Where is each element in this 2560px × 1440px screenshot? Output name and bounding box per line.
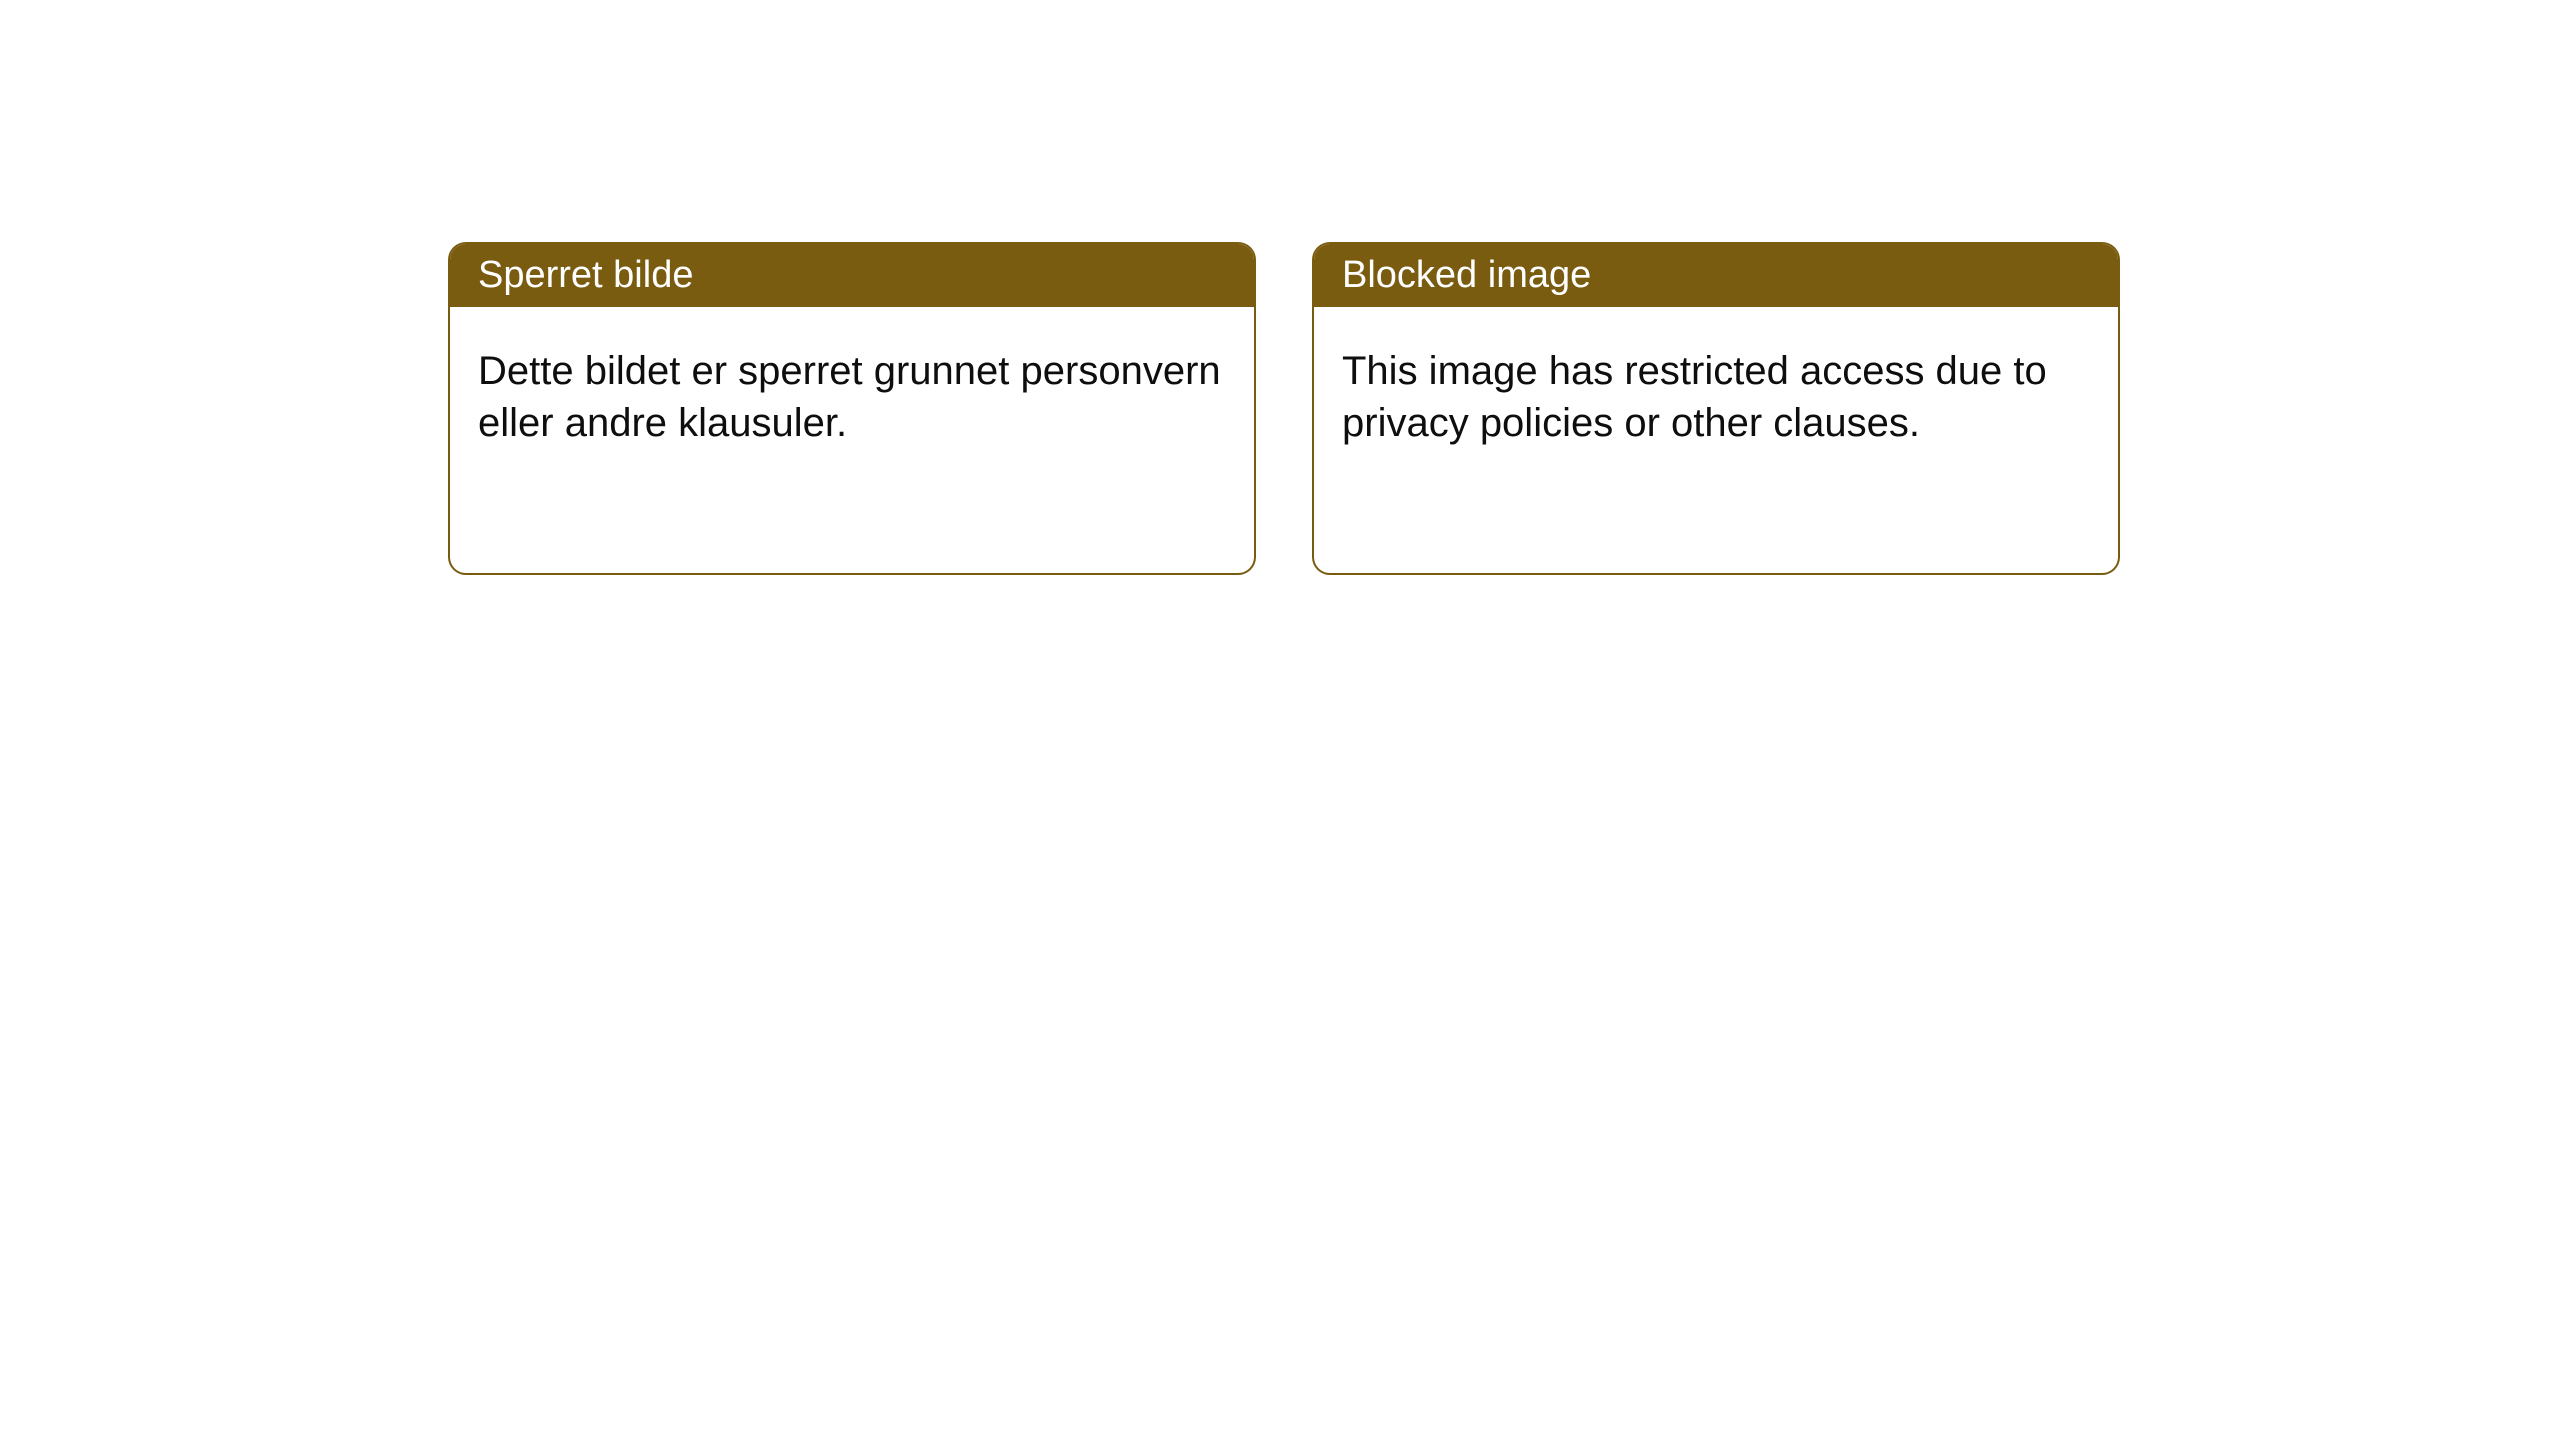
panel-norwegian-title: Sperret bilde [478,254,693,296]
panel-english-header: Blocked image [1314,244,2118,307]
panel-norwegian-text: Dette bildet er sperret grunnet personve… [478,349,1221,445]
panel-english: Blocked image This image has restricted … [1312,242,2120,575]
panel-english-body: This image has restricted access due to … [1314,307,2118,487]
panel-english-title: Blocked image [1342,254,1591,296]
panel-container: Sperret bilde Dette bildet er sperret gr… [0,0,2560,575]
panel-norwegian-header: Sperret bilde [450,244,1254,307]
panel-norwegian: Sperret bilde Dette bildet er sperret gr… [448,242,1256,575]
panel-norwegian-body: Dette bildet er sperret grunnet personve… [450,307,1254,487]
panel-english-text: This image has restricted access due to … [1342,349,2047,445]
